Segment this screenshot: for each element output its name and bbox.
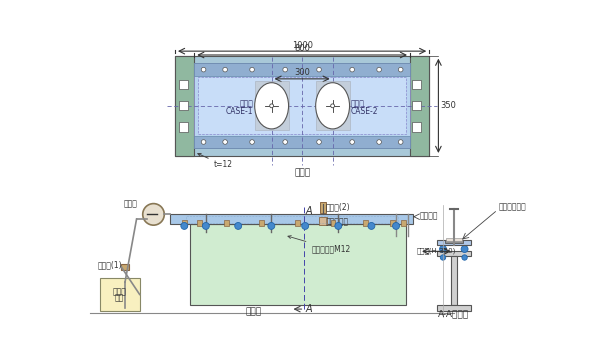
Text: 800: 800 <box>294 45 310 54</box>
Bar <box>170 214 413 224</box>
Circle shape <box>461 245 468 253</box>
Text: ボルト締めM12: ボルト締めM12 <box>288 236 350 253</box>
Circle shape <box>235 223 242 230</box>
Circle shape <box>223 67 227 72</box>
Text: 受け台(H-350): 受け台(H-350) <box>417 247 456 254</box>
Bar <box>410 56 429 156</box>
Text: の開口: の開口 <box>239 100 253 109</box>
Bar <box>437 251 471 256</box>
Text: バルブ(2): バルブ(2) <box>326 202 350 211</box>
Text: 槽状鋼材: 槽状鋼材 <box>419 211 437 220</box>
Circle shape <box>181 223 188 230</box>
Text: 正面図: 正面図 <box>245 308 262 317</box>
Bar <box>412 80 421 89</box>
Circle shape <box>392 223 400 230</box>
Circle shape <box>250 140 254 144</box>
Bar <box>121 264 129 270</box>
Circle shape <box>201 140 206 144</box>
Text: 平面図: 平面図 <box>294 168 310 177</box>
Bar <box>437 240 471 245</box>
Circle shape <box>440 255 446 260</box>
Text: 1000: 1000 <box>292 41 313 50</box>
Text: t=12: t=12 <box>198 153 233 169</box>
Circle shape <box>398 67 403 72</box>
Circle shape <box>269 104 274 108</box>
Bar <box>451 256 457 305</box>
Bar <box>259 220 263 226</box>
Bar <box>412 122 421 132</box>
Bar <box>175 56 429 156</box>
Bar <box>100 278 140 311</box>
Text: の開口: の開口 <box>351 100 365 109</box>
Bar <box>363 220 368 226</box>
Ellipse shape <box>254 83 289 129</box>
Bar <box>179 80 188 89</box>
Circle shape <box>368 223 375 230</box>
Bar <box>316 81 350 130</box>
Circle shape <box>462 255 467 260</box>
Bar <box>186 216 398 223</box>
Circle shape <box>317 140 322 144</box>
Text: CASE-2: CASE-2 <box>351 108 379 117</box>
Bar <box>179 101 188 110</box>
Bar <box>401 220 406 226</box>
Circle shape <box>350 67 355 72</box>
Bar <box>390 220 395 226</box>
Bar <box>194 136 410 148</box>
Circle shape <box>331 104 335 108</box>
Bar <box>190 224 406 305</box>
Circle shape <box>317 67 322 72</box>
Bar <box>445 240 463 243</box>
Text: A: A <box>306 304 313 314</box>
Bar <box>179 122 188 132</box>
Circle shape <box>377 67 382 72</box>
Bar <box>331 220 335 226</box>
Circle shape <box>302 223 308 230</box>
Text: A-A断面図: A-A断面図 <box>438 310 469 318</box>
Text: CASE-1: CASE-1 <box>226 108 253 117</box>
Circle shape <box>283 140 287 144</box>
Text: ゴムチューブ: ゴムチューブ <box>499 202 526 211</box>
Circle shape <box>398 140 403 144</box>
Bar <box>446 238 461 241</box>
Bar <box>194 63 410 76</box>
Text: アダプター: アダプター <box>326 218 349 227</box>
Circle shape <box>143 203 164 225</box>
Circle shape <box>250 67 254 72</box>
Bar <box>182 220 187 226</box>
Circle shape <box>350 140 355 144</box>
Bar <box>319 218 327 225</box>
Circle shape <box>283 67 287 72</box>
Circle shape <box>223 140 227 144</box>
Text: 圧力計: 圧力計 <box>124 199 137 208</box>
Text: 300: 300 <box>294 68 310 77</box>
Bar <box>197 220 202 226</box>
Bar <box>320 202 326 213</box>
Circle shape <box>335 223 342 230</box>
Bar <box>198 77 406 134</box>
Text: バルブ(1): バルブ(1) <box>97 261 122 270</box>
Circle shape <box>377 140 382 144</box>
Bar <box>224 220 229 226</box>
Text: A: A <box>306 206 313 215</box>
Bar <box>437 305 471 311</box>
Text: 350: 350 <box>440 101 456 110</box>
Circle shape <box>202 223 209 230</box>
Bar <box>295 220 300 226</box>
Circle shape <box>440 245 446 253</box>
Circle shape <box>201 67 206 72</box>
Ellipse shape <box>316 83 350 129</box>
Text: 電動: 電動 <box>115 293 124 302</box>
Bar <box>254 81 289 130</box>
Bar <box>412 101 421 110</box>
Bar <box>175 56 194 156</box>
Circle shape <box>268 223 275 230</box>
Bar <box>194 63 410 148</box>
Text: ポンプ: ポンプ <box>113 287 127 296</box>
